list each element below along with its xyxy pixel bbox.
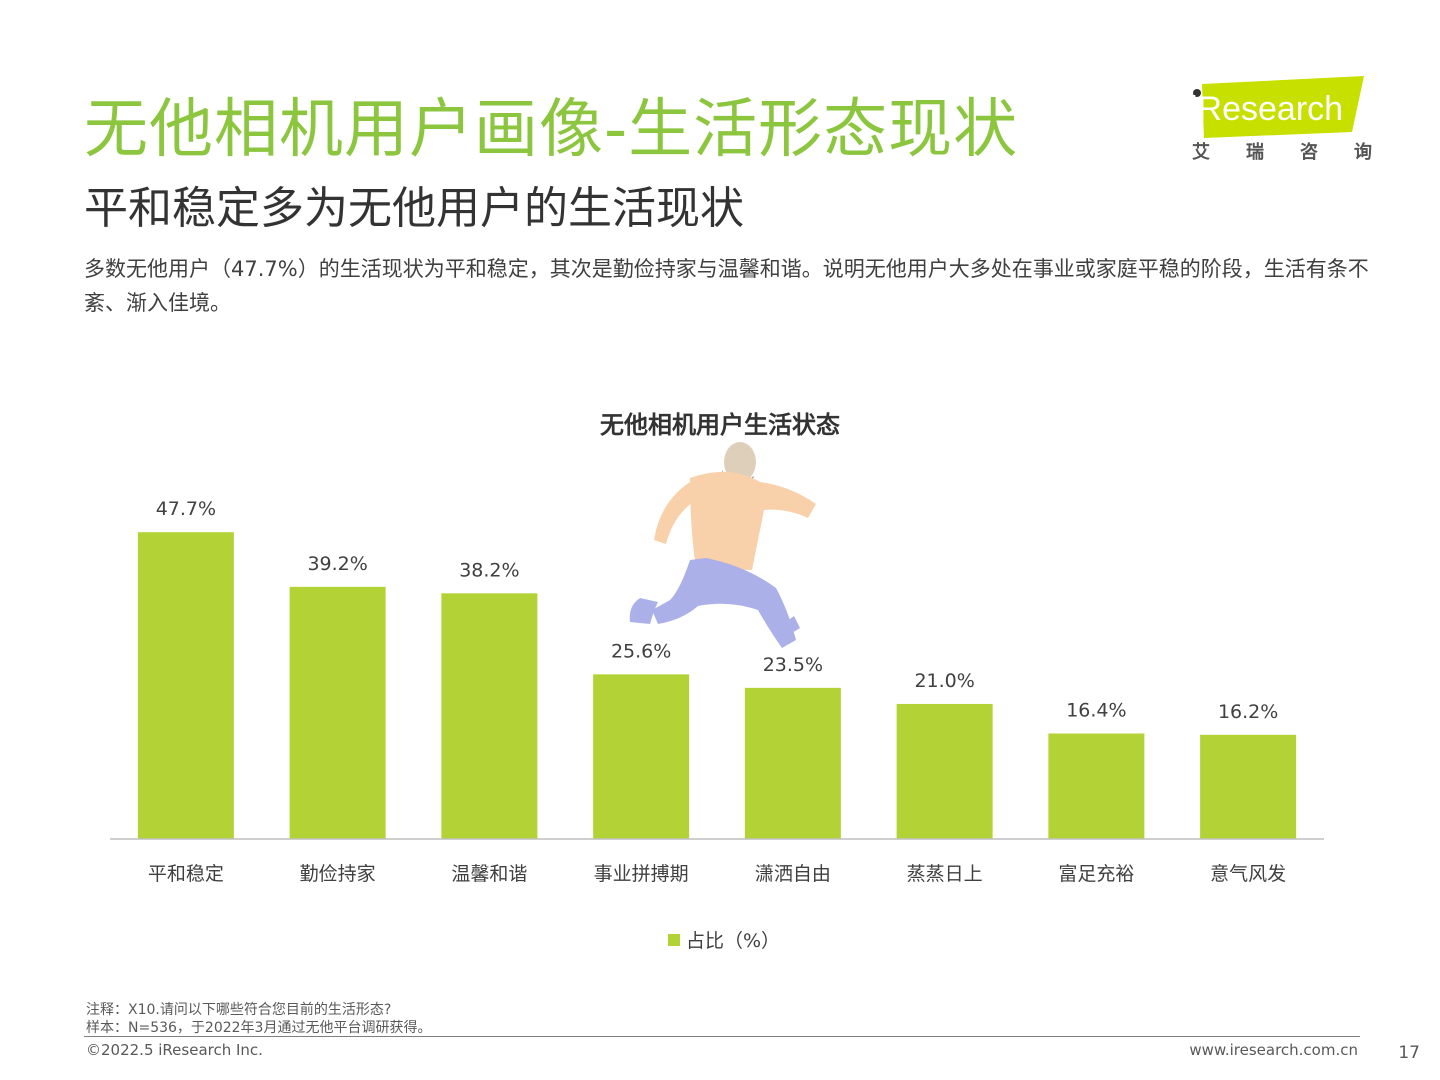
category-label: 意气风发 bbox=[1210, 863, 1286, 885]
data-label: 47.7% bbox=[156, 498, 216, 520]
illustration-shirt bbox=[690, 471, 816, 570]
logo-dot bbox=[1193, 89, 1201, 97]
illustration-shoe-left bbox=[629, 598, 658, 624]
bar-3 bbox=[441, 593, 538, 839]
illustration-shoe-right bbox=[772, 616, 800, 636]
bar-2 bbox=[289, 586, 386, 839]
logo-char: 瑞 bbox=[1246, 142, 1264, 163]
bar-8 bbox=[1200, 734, 1297, 839]
category-label: 勤俭持家 bbox=[300, 863, 376, 885]
logo-char: 艾 bbox=[1192, 142, 1210, 163]
data-label: 21.0% bbox=[914, 670, 974, 692]
footnote-note: 注释：X10.请问以下哪些符合您目前的生活形态? bbox=[86, 1002, 392, 1018]
logo-char: 咨 bbox=[1300, 142, 1318, 163]
logo-char: 询 bbox=[1354, 142, 1372, 163]
page-number: 17 bbox=[1398, 1043, 1420, 1063]
data-label: 38.2% bbox=[459, 559, 519, 581]
page-title: 无他相机用户画像-生活形态现状 bbox=[84, 93, 1019, 167]
bar-6 bbox=[896, 703, 993, 839]
chart-title: 无他相机用户生活状态 bbox=[600, 411, 840, 439]
illustration-head bbox=[724, 442, 756, 482]
data-label: 23.5% bbox=[763, 654, 823, 676]
legend-swatch bbox=[668, 933, 680, 946]
website-url: www.iresearch.com.cn bbox=[1189, 1041, 1358, 1059]
data-label: 39.2% bbox=[307, 553, 367, 575]
legend-label: 占比（%） bbox=[686, 930, 781, 952]
category-label: 事业拼搏期 bbox=[594, 863, 689, 885]
footnote: 注释：X10.请问以下哪些符合您目前的生活形态? 样本：N=536，于2022年… bbox=[86, 1001, 431, 1037]
category-label: 潇洒自由 bbox=[755, 863, 831, 885]
logo-chinese-name: 艾 瑞 咨 询 bbox=[1192, 138, 1372, 164]
category-label: 平和稳定 bbox=[148, 863, 224, 885]
bar-1 bbox=[137, 532, 234, 839]
category-label: 温馨和谐 bbox=[451, 863, 527, 885]
bar-4 bbox=[593, 674, 690, 839]
footer-divider bbox=[84, 1036, 1360, 1037]
bars-group: 47.7% 平和稳定 39.2% 勤俭持家 38.2% 温馨和谐 25.6% 事业拼搏期 23.… bbox=[137, 498, 1297, 885]
data-label: 25.6% bbox=[611, 640, 671, 662]
illustration-arm bbox=[654, 482, 696, 544]
category-label: 蒸蒸日上 bbox=[907, 863, 983, 885]
iresearch-logo: iResearch bbox=[1190, 76, 1364, 138]
description-text: 多数无他用户（47.7%）的生活现状为平和稳定，其次是勤俭持家与温馨和谐。说明无… bbox=[84, 257, 1369, 315]
chart-legend: 占比（%） bbox=[668, 926, 780, 953]
footnote-sample: 样本：N=536，于2022年3月通过无他平台调研获得。 bbox=[86, 1020, 432, 1036]
logo-text: iResearch bbox=[1190, 90, 1343, 128]
bar-7 bbox=[1048, 733, 1145, 839]
copyright-text: ©2022.5 iResearch Inc. bbox=[86, 1041, 263, 1059]
category-label: 富足充裕 bbox=[1058, 863, 1134, 885]
data-label: 16.4% bbox=[1066, 700, 1126, 722]
logo-banner-shape bbox=[1202, 76, 1364, 138]
data-label: 16.2% bbox=[1218, 701, 1278, 723]
bar-5 bbox=[744, 687, 841, 839]
page-subtitle: 平和稳定多为无他用户的生活现状 bbox=[84, 183, 744, 234]
running-person-illustration bbox=[629, 442, 816, 648]
illustration-pants bbox=[652, 558, 796, 648]
